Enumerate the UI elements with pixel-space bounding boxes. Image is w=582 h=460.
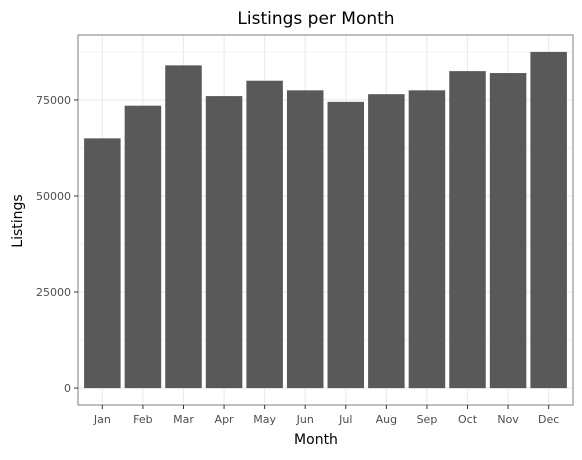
chart-title: Listings per Month (237, 9, 394, 29)
bar-sep (408, 90, 446, 389)
bars (84, 51, 567, 389)
x-tick-label: Mar (173, 413, 194, 426)
x-tick-label: Apr (215, 413, 235, 426)
y-axis: 0 25000 50000 75000 (36, 94, 78, 395)
x-tick-label: May (253, 413, 276, 426)
x-tick-label: Jul (338, 413, 352, 426)
y-axis-title: Listings (10, 194, 26, 247)
bar-oct (449, 71, 486, 389)
x-tick-label: Feb (133, 413, 152, 426)
y-tick-label: 75000 (36, 94, 71, 107)
bar-nov (489, 73, 527, 389)
plot-panel-border (77, 34, 574, 406)
x-tick-label: Oct (458, 413, 478, 426)
x-axis-title: Month (294, 432, 338, 448)
bar-jun (286, 90, 324, 389)
x-tick-label: Sep (417, 413, 438, 426)
x-tick-label: Jan (93, 413, 111, 426)
bar-aug (368, 94, 405, 389)
bar-jul (327, 101, 365, 389)
y-tick-label: 25000 (36, 286, 71, 299)
bar-dec (530, 51, 567, 389)
x-tick-label: Jun (296, 413, 314, 426)
y-tick-label: 0 (64, 382, 71, 395)
x-tick-label: Aug (376, 413, 397, 426)
bar-feb (124, 105, 162, 389)
x-tick-label: Nov (497, 413, 519, 426)
y-tick-label: 50000 (36, 190, 71, 203)
bar-apr (205, 96, 243, 389)
bar-jan (84, 138, 121, 389)
x-tick-label: Dec (538, 413, 559, 426)
x-axis: Jan Feb Mar Apr May Jun Jul Aug Sep Oct Nov Dec (93, 405, 559, 426)
bar-may (246, 80, 283, 389)
bar-mar (165, 65, 202, 389)
